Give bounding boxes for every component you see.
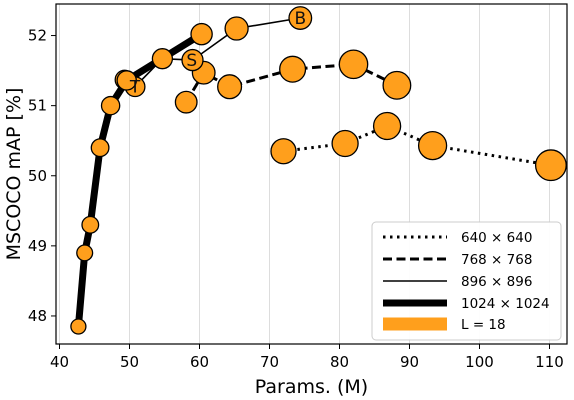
x-tick-label: 90: [400, 353, 419, 371]
data-point-thick: [90, 138, 110, 158]
y-tick-label: 52: [28, 27, 47, 45]
model-size-label: B: [294, 9, 306, 29]
legend-swatch-bar: [383, 317, 447, 331]
data-point-dashed: [279, 55, 307, 83]
data-point-thin: [181, 48, 204, 72]
x-tick-label: 100: [465, 353, 494, 371]
x-tick-label: 70: [260, 353, 279, 371]
model-size-label: S: [186, 51, 197, 71]
data-point-dashed: [174, 90, 198, 114]
data-point-dotted: [331, 129, 359, 158]
data-point-thick: [100, 95, 121, 116]
legend: 640 × 640 768 × 768 896 × 896 1024 × 1024 L …: [371, 221, 562, 341]
data-point-thick: [190, 22, 213, 46]
model-size-label: T: [129, 78, 141, 98]
plot-frame: [55, 3, 568, 345]
data-point-thin: [288, 6, 313, 30]
data-point-dotted: [534, 149, 567, 182]
series-line-dotted: [283, 124, 552, 167]
marker-layer: [70, 6, 567, 335]
tick-layer: 40 50 60 70 80 90 100 110 48 49 50 51 52: [28, 27, 564, 371]
data-point-dashed: [338, 49, 369, 80]
legend-label: L = 18: [461, 317, 506, 333]
data-point-thick: [81, 215, 100, 234]
y-tick-label: 49: [28, 237, 47, 255]
x-tick-label: 80: [330, 353, 349, 371]
data-point-thick: [116, 70, 137, 91]
data-point-thick: [76, 244, 94, 262]
x-axis-label: Params. (M): [255, 376, 368, 398]
x-tick-label: 50: [120, 353, 139, 371]
data-point-thin: [151, 48, 174, 70]
y-tick-label: 48: [28, 307, 47, 325]
data-point-dotted: [417, 130, 448, 161]
annotation-layer: B S T: [129, 9, 306, 98]
data-point-dotted: [270, 138, 297, 165]
legend-box: [371, 221, 562, 341]
x-tick-label: 60: [190, 353, 209, 371]
y-tick-label: 50: [28, 167, 47, 185]
legend-label: 768 × 768: [461, 252, 532, 268]
legend-label: 896 × 896: [461, 274, 532, 290]
x-tick-label: 110: [535, 353, 564, 371]
data-point-dashed: [382, 70, 412, 100]
y-axis-label: MSCOCO mAP [%]: [3, 88, 25, 261]
legend-label: 640 × 640: [461, 230, 532, 246]
data-point-dotted: [372, 111, 402, 141]
x-tick-label: 40: [50, 353, 69, 371]
data-point-thick: [70, 318, 87, 335]
data-point-dashed: [217, 74, 243, 100]
data-point-thin: [224, 16, 249, 41]
legend-label: 1024 × 1024: [461, 296, 550, 312]
y-tick-label: 51: [28, 97, 47, 115]
